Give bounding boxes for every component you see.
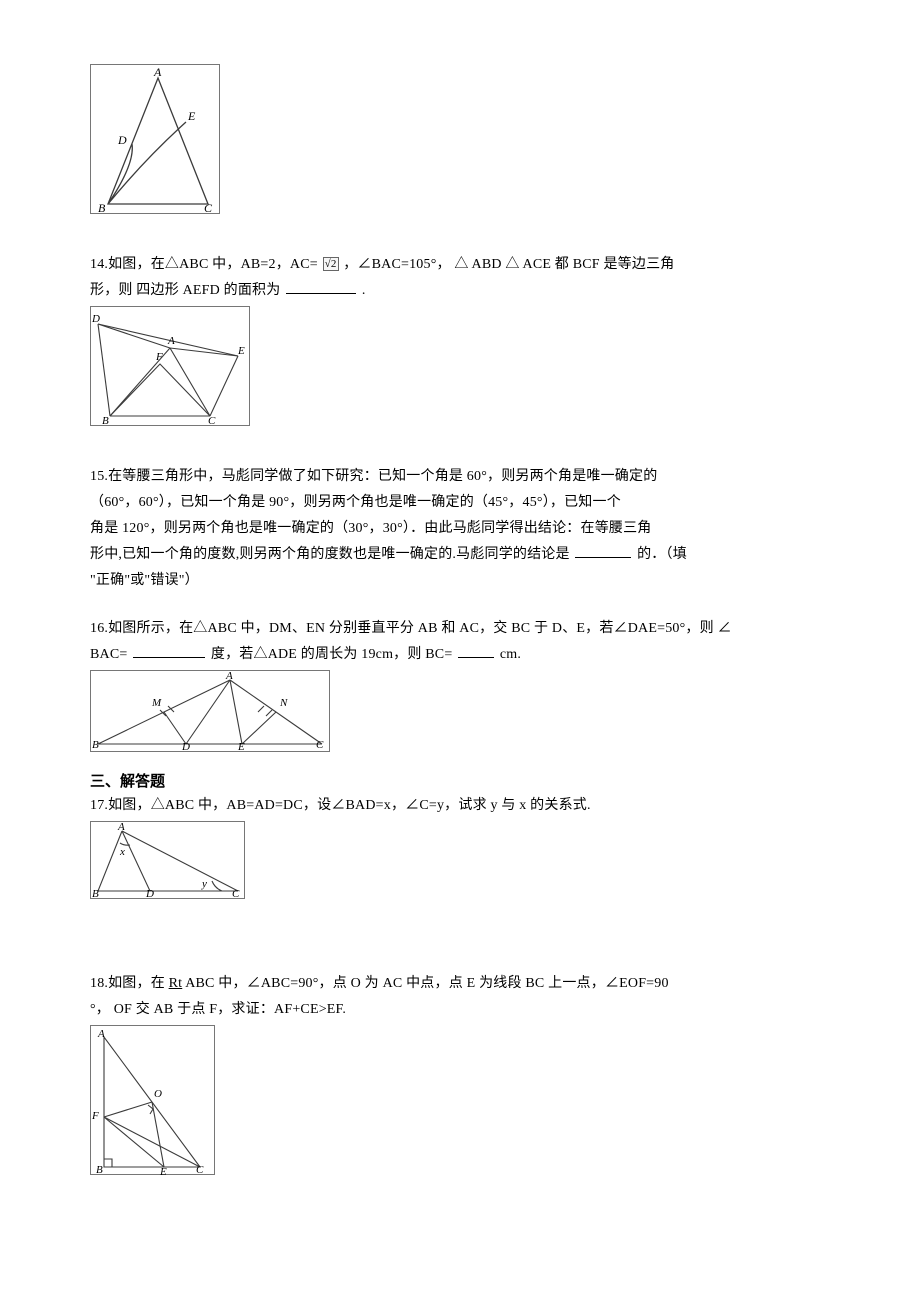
- fig16-label-N: N: [279, 697, 288, 709]
- q16-l2: BAC= 度，若△ADE 的周长为 19cm，则 BC= cm.: [90, 644, 830, 666]
- fig13-label-E: E: [187, 109, 196, 123]
- fig16-label-B: B: [92, 739, 99, 751]
- fig18-label-A: A: [97, 1028, 105, 1040]
- q14-text-2a: 形，则 四边形 AEFD 的面积为: [90, 283, 280, 298]
- fig13-label-C: C: [204, 201, 213, 214]
- fig16-label-C: C: [316, 739, 324, 751]
- q16-blank1: [133, 644, 205, 658]
- fig13-label-B: B: [98, 201, 106, 214]
- q15-l4: 形中,已知一个角的度数,则另两个角的度数也是唯一确定的.马彪同学的结论是 的．（…: [90, 544, 830, 566]
- fig14-label-A: A: [167, 335, 175, 347]
- fig16-label-D: D: [181, 741, 190, 752]
- figure-q17: A B C D x y: [90, 821, 830, 899]
- q14-text-1a: 14.如图，在△ABC 中，AB=2，AC=: [90, 257, 318, 272]
- q16-l1: 16.如图所示，在△ABC 中，DM、EN 分别垂直平分 AB 和 AC，交 B…: [90, 618, 830, 640]
- q18-l1a: 18.如图，在: [90, 976, 169, 991]
- figure-q16: A B C D E M N: [90, 670, 830, 752]
- fig17-label-A: A: [117, 821, 125, 833]
- fig14-label-C: C: [208, 415, 216, 426]
- q14-line2: 形，则 四边形 AEFD 的面积为 .: [90, 280, 830, 302]
- q15-l3: 角是 120°，则另两个角也是唯一确定的（30°，30°）．由此马彪同学得出结论…: [90, 518, 830, 540]
- q17-l1: 17.如图，△ABC 中，AB=AD=DC，设∠BAD=x，∠C=y，试求 y …: [90, 795, 830, 817]
- figure-q13: A B C D E: [90, 64, 830, 214]
- fig14-label-F: F: [155, 351, 163, 363]
- fig18-label-F: F: [91, 1110, 99, 1122]
- q15-l2: （60°，60°），已知一个角是 90°，则另两个角也是唯一确定的（45°，45…: [90, 492, 830, 514]
- q16-l2c: cm.: [500, 647, 521, 662]
- fig16-label-E: E: [237, 741, 245, 752]
- q18-l1b: ABC 中，∠ABC=90°，点 O 为 AC 中点，点 E 为线段 BC 上一…: [185, 976, 669, 991]
- section-3-title: 三、解答题: [90, 770, 830, 791]
- fig13-label-D: D: [117, 133, 127, 147]
- q15-blank: [575, 544, 631, 558]
- fig18-label-E: E: [159, 1166, 167, 1175]
- fig18-label-C: C: [196, 1164, 204, 1175]
- figure-q14: A B C D E F: [90, 306, 830, 426]
- q18-l2: °， OF 交 AB 于点 F，求证：AF+CE>EF.: [90, 999, 830, 1021]
- fig18-label-O: O: [154, 1088, 162, 1100]
- fig14-label-D: D: [91, 313, 100, 325]
- q18-l1: 18.如图，在 Rt ABC 中，∠ABC=90°，点 O 为 AC 中点，点 …: [90, 973, 830, 995]
- fig18-label-B: B: [96, 1164, 103, 1175]
- fig14-label-E: E: [237, 345, 245, 357]
- fig17-label-C: C: [232, 888, 240, 899]
- q16-l2b: 度，若△ADE 的周长为 19cm，则 BC=: [211, 647, 453, 662]
- sqrt2-icon: √2: [323, 257, 339, 271]
- q14-blank: [286, 280, 356, 294]
- q16-blank2: [458, 644, 494, 658]
- q15-l4b: 的．（填: [637, 547, 687, 562]
- q14-text-2b: .: [362, 283, 366, 298]
- q18-rt: Rt: [169, 976, 183, 991]
- fig16-label-M: M: [151, 697, 162, 709]
- fig17-label-y: y: [201, 878, 207, 890]
- figure-q18: A B C E F O: [90, 1025, 830, 1175]
- fig17-label-D: D: [145, 888, 154, 899]
- q16-l2a: BAC=: [90, 647, 131, 662]
- fig16-label-A: A: [225, 670, 233, 682]
- q14-line1: 14.如图，在△ABC 中，AB=2，AC= √2 ，∠BAC=105°， △ …: [90, 254, 830, 276]
- q15-l5: "正确"或"错误"）: [90, 570, 830, 592]
- q15-l4a: 形中,已知一个角的度数,则另两个角的度数也是唯一确定的.马彪同学的结论是: [90, 547, 573, 562]
- q14-text-1b: ，∠BAC=105°， △ ABD △ ACE 都 BCF 是等边三角: [343, 257, 674, 272]
- fig13-label-A: A: [153, 65, 162, 79]
- q15-l1: 15.在等腰三角形中，马彪同学做了如下研究：已知一个角是 60°，则另两个角是唯…: [90, 466, 830, 488]
- fig17-label-B: B: [92, 888, 99, 899]
- fig14-label-B: B: [102, 415, 109, 426]
- fig17-label-x: x: [119, 846, 125, 858]
